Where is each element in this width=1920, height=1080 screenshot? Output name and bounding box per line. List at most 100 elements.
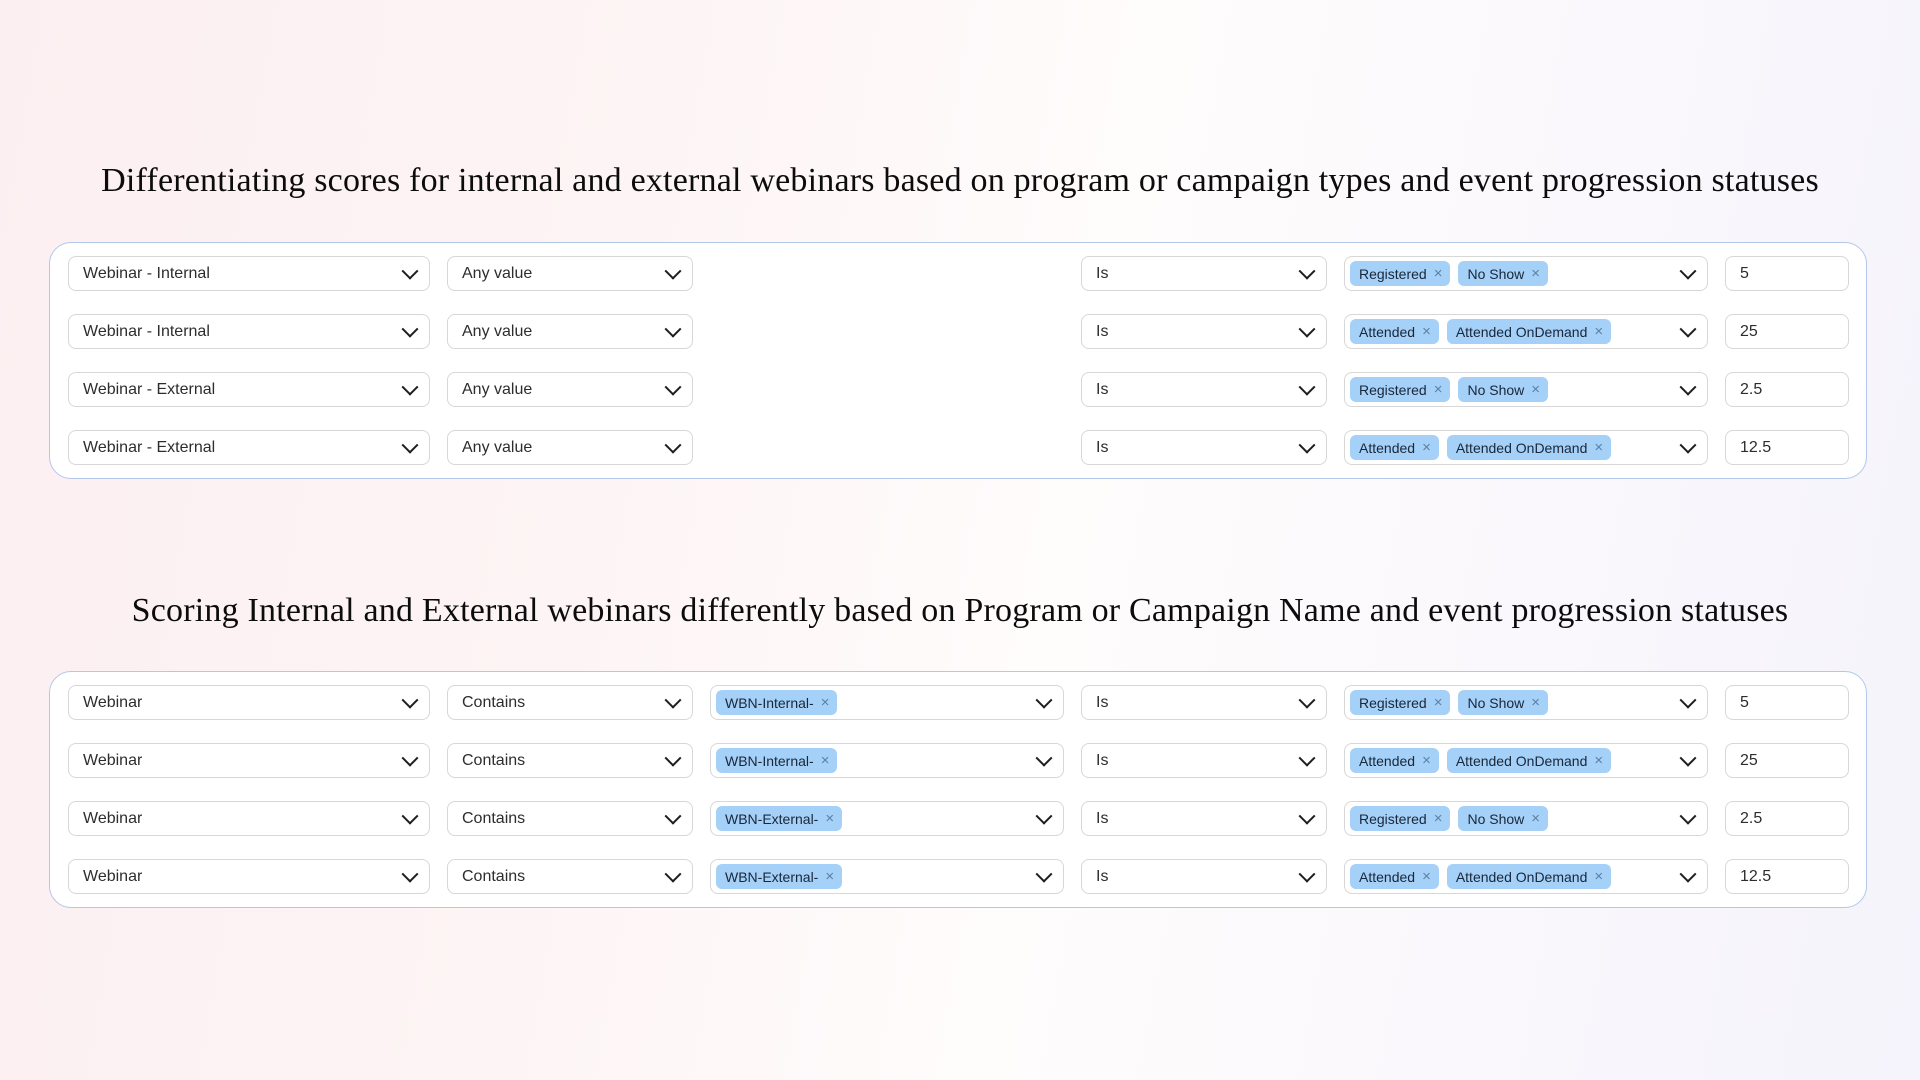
remove-tag-icon[interactable]: × [1433,381,1443,398]
score-input[interactable] [1725,372,1849,407]
condition-select[interactable]: Contains [447,859,693,894]
remove-tag-icon[interactable]: × [825,868,835,885]
remove-tag-icon[interactable]: × [1531,810,1541,827]
tag-pill: No Show × [1458,806,1549,831]
status-multiselect[interactable]: Registered × No Show × [1344,372,1708,407]
program-type-select[interactable]: Webinar - External [68,430,430,465]
field-select[interactable]: Webinar [68,859,430,894]
status-multiselect[interactable]: Registered × No Show × [1344,801,1708,836]
chevron-down-icon [401,865,419,883]
name-contains-multiselect[interactable]: WBN-External- × [710,801,1064,836]
tag-pill-label: WBN-Internal- [725,694,814,711]
remove-tag-icon[interactable]: × [1531,381,1541,398]
tag-pill-label: WBN-External- [725,810,819,827]
scoring-rule-row: Webinar - Internal Any value Is Register… [68,256,1849,291]
name-contains-multiselect[interactable]: WBN-Internal- × [710,685,1064,720]
remove-tag-icon[interactable]: × [1594,439,1604,456]
select-value: Is [1096,693,1109,711]
remove-tag-icon[interactable]: × [1433,265,1443,282]
program-type-select[interactable]: Webinar - Internal [68,256,430,291]
remove-tag-icon[interactable]: × [1531,265,1541,282]
field-select[interactable]: Webinar [68,801,430,836]
field-select[interactable]: Webinar [68,743,430,778]
tag-pill: Registered × [1350,806,1451,831]
tag-pill-label: Attended [1359,868,1416,885]
select-value: Webinar - External [83,438,216,456]
status-multiselect[interactable]: Attended × Attended OnDemand × [1344,430,1708,465]
select-value: Webinar - External [83,380,216,398]
remove-tag-icon[interactable]: × [820,752,830,769]
operator-select[interactable]: Is [1081,430,1327,465]
name-contains-multiselect[interactable]: WBN-Internal- × [710,743,1064,778]
tag-pill: Attended × [1350,435,1439,460]
attribute-select[interactable]: Any value [447,372,693,407]
remove-tag-icon[interactable]: × [1433,810,1443,827]
condition-select[interactable]: Contains [447,743,693,778]
tag-pill: WBN-External- × [716,864,843,889]
score-input[interactable] [1725,430,1849,465]
chevron-down-icon [1298,865,1316,883]
condition-select[interactable]: Contains [447,801,693,836]
condition-select[interactable]: Contains [447,685,693,720]
remove-tag-icon[interactable]: × [1594,752,1604,769]
operator-select[interactable]: Is [1081,372,1327,407]
remove-tag-icon[interactable]: × [1422,439,1431,456]
status-multiselect[interactable]: Attended × Attended OnDemand × [1344,743,1708,778]
row-spacer [710,372,1064,407]
rules-panel-program-type: Webinar - Internal Any value Is Register… [49,242,1867,479]
chevron-down-icon [1679,378,1697,396]
select-value: Is [1096,867,1109,885]
operator-select[interactable]: Is [1081,743,1327,778]
operator-select[interactable]: Is [1081,801,1327,836]
remove-tag-icon[interactable]: × [1531,694,1541,711]
program-type-select[interactable]: Webinar - Internal [68,314,430,349]
chevron-down-icon [1679,865,1697,883]
tag-pill-label: No Show [1467,694,1525,711]
attribute-select[interactable]: Any value [447,256,693,291]
chevron-down-icon [1298,436,1316,454]
attribute-select[interactable]: Any value [447,314,693,349]
attribute-select[interactable]: Any value [447,430,693,465]
score-input[interactable] [1725,743,1849,778]
field-select[interactable]: Webinar [68,685,430,720]
remove-tag-icon[interactable]: × [1422,752,1431,769]
operator-select[interactable]: Is [1081,314,1327,349]
remove-tag-icon[interactable]: × [820,694,830,711]
select-value: Webinar [83,867,143,885]
tag-pill-label: No Show [1467,381,1525,398]
tag-pill: WBN-External- × [716,806,843,831]
section-heading: Differentiating scores for internal and … [101,162,1819,199]
status-multiselect[interactable]: Attended × Attended OnDemand × [1344,859,1708,894]
status-multiselect[interactable]: Attended × Attended OnDemand × [1344,314,1708,349]
score-input[interactable] [1725,685,1849,720]
operator-select[interactable]: Is [1081,685,1327,720]
select-value: Contains [462,867,526,885]
chevron-down-icon [664,749,682,767]
name-contains-multiselect[interactable]: WBN-External- × [710,859,1064,894]
score-input[interactable] [1725,256,1849,291]
scoring-rule-row: Webinar Contains WBN-Internal- × Is Regis… [68,685,1849,720]
remove-tag-icon[interactable]: × [825,810,835,827]
operator-select[interactable]: Is [1081,859,1327,894]
program-type-select[interactable]: Webinar - External [68,372,430,407]
operator-select[interactable]: Is [1081,256,1327,291]
select-value: Webinar [83,809,143,827]
tag-pill-label: Attended [1359,439,1416,456]
tag-pill: Attended OnDemand × [1446,748,1612,773]
score-input[interactable] [1725,314,1849,349]
chevron-down-icon [1035,865,1053,883]
tag-pill-label: WBN-Internal- [725,752,814,769]
select-value: Contains [462,809,526,827]
chevron-down-icon [1298,749,1316,767]
remove-tag-icon[interactable]: × [1422,323,1431,340]
status-multiselect[interactable]: Registered × No Show × [1344,256,1708,291]
remove-tag-icon[interactable]: × [1594,323,1604,340]
remove-tag-icon[interactable]: × [1433,694,1443,711]
select-value: Is [1096,380,1109,398]
score-input[interactable] [1725,859,1849,894]
select-value: Is [1096,322,1109,340]
remove-tag-icon[interactable]: × [1594,868,1604,885]
status-multiselect[interactable]: Registered × No Show × [1344,685,1708,720]
remove-tag-icon[interactable]: × [1422,868,1431,885]
score-input[interactable] [1725,801,1849,836]
